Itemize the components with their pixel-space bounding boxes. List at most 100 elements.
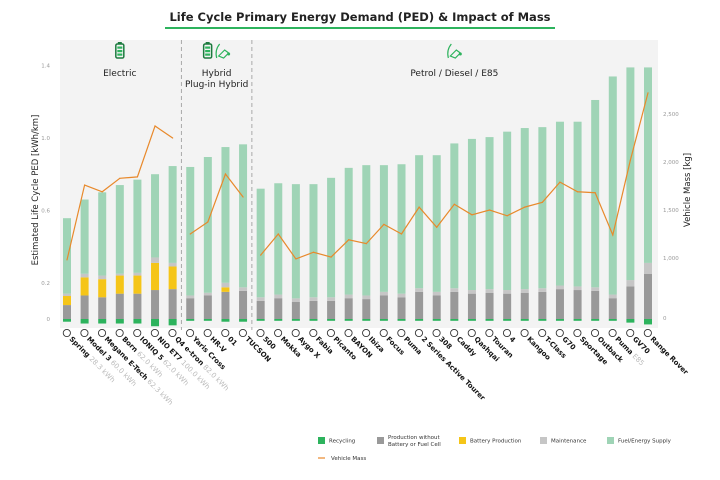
battery-cell (117, 46, 123, 49)
bar-maintenance (362, 295, 371, 300)
battery-fuel-icon (202, 42, 231, 59)
bar-maintenance (485, 289, 494, 293)
group-label-1: Hybrid (202, 69, 232, 79)
group-sublabel-1: Plug-in Hybrid (185, 80, 248, 90)
bar-fuel-energy-supply (327, 177, 336, 298)
category-label: Range Rover (643, 328, 690, 377)
brand-logo-icon (555, 328, 564, 338)
brand-logo-icon (502, 328, 512, 338)
bar-recycling (115, 319, 124, 324)
bar-recycling (626, 319, 635, 323)
bar-fuel-energy-supply (203, 157, 212, 293)
bar-recycling (608, 319, 617, 321)
bar-recycling (133, 319, 142, 324)
bar-maintenance (133, 272, 142, 276)
bar-production-without-battery-or-fuel-cell (186, 298, 195, 319)
fuel-drop (458, 52, 462, 56)
bar-production-without-battery-or-fuel-cell (80, 295, 89, 319)
bar-production-without-battery-or-fuel-cell (450, 291, 459, 319)
vehicle-mass-point (541, 201, 543, 203)
bar-maintenance (415, 288, 424, 292)
vehicle-mass-point (453, 203, 455, 205)
vehicle-mass-point (189, 233, 191, 235)
brand-logo-icon (590, 328, 600, 338)
vehicle-mass-point (101, 191, 103, 193)
bar-maintenance (379, 291, 388, 296)
bar-fuel-energy-supply (291, 184, 300, 299)
vehicle-mass-point (436, 226, 438, 228)
brand-logo-icon (520, 328, 529, 338)
plot-background (60, 40, 658, 328)
bar-production-without-battery-or-fuel-cell (63, 305, 71, 319)
group-label-0: Electric (103, 69, 136, 79)
battery-cell (205, 53, 211, 56)
category-note: 62.3 kWh (144, 376, 175, 407)
legend-swatch (459, 437, 466, 444)
brand-logo-icon (362, 328, 371, 338)
bar-maintenance (450, 288, 459, 292)
chart-title-text: Life Cycle Primary Energy Demand (PED) &… (165, 10, 555, 29)
bar-fuel-energy-supply (626, 67, 635, 281)
brand-logo-icon (115, 328, 124, 338)
bar-fuel-energy-supply (133, 179, 142, 273)
bar-fuel-energy-supply (274, 183, 283, 295)
brand-logo-icon (274, 328, 283, 338)
y2-tick-label: 2,500 (663, 112, 679, 118)
bar-production-without-battery-or-fuel-cell (256, 300, 265, 319)
fuel-drop (227, 52, 231, 56)
bar-recycling (98, 319, 107, 324)
vehicle-mass-point (365, 243, 367, 245)
bar-recycling (467, 319, 476, 321)
bar-maintenance (573, 286, 582, 291)
bar-fuel-energy-supply (98, 192, 107, 276)
bar-maintenance (608, 294, 617, 299)
bar-production-without-battery-or-fuel-cell (133, 293, 142, 319)
brand-logo-icon (414, 328, 423, 338)
vehicle-mass-line (189, 172, 244, 235)
bar-recycling (186, 319, 195, 321)
category-name: 4 (508, 335, 517, 344)
y2-tick-label: 1,500 (663, 208, 679, 214)
bar-production-without-battery-or-fuel-cell (467, 293, 476, 319)
bar-recycling (274, 319, 283, 321)
brand-logo-icon (291, 328, 300, 338)
bar-fuel-energy-supply (309, 184, 318, 298)
bar-fuel-energy-supply (168, 166, 177, 263)
bar-recycling (591, 319, 600, 321)
category-label: 4 (502, 328, 517, 344)
bar-maintenance (186, 295, 195, 299)
battery-cell (205, 50, 211, 53)
bar-fuel-energy-supply (520, 128, 529, 290)
bar-maintenance (591, 287, 600, 291)
vehicle-mass-point (383, 223, 385, 225)
bar-maintenance (538, 288, 547, 292)
bar-battery-production (98, 279, 107, 298)
legend-swatch (377, 437, 384, 444)
brand-logo-icon (450, 328, 459, 338)
bar-production-without-battery-or-fuel-cell (432, 295, 441, 319)
bar-battery-production (80, 277, 89, 296)
bar-maintenance (397, 293, 406, 298)
bar-production-without-battery-or-fuel-cell (538, 291, 547, 319)
bar-production-without-battery-or-fuel-cell (291, 301, 300, 319)
bar-fuel-energy-supply (80, 199, 89, 274)
vehicle-mass-point (559, 181, 561, 183)
bar-maintenance (344, 294, 353, 299)
y-tick-label: 0.6 (41, 208, 50, 214)
bar-maintenance (291, 298, 300, 302)
bar-recycling (203, 319, 212, 321)
brand-logo-icon (256, 328, 265, 338)
brand-logo-icon (309, 328, 318, 338)
bar-fuel-energy-supply (256, 188, 265, 298)
bar-battery-production (115, 275, 124, 294)
bar-recycling (485, 319, 494, 321)
bar-fuel-energy-supply (432, 155, 441, 292)
bar-production-without-battery-or-fuel-cell (98, 297, 107, 319)
bar-fuel-energy-supply (538, 127, 547, 289)
bar-recycling (520, 319, 529, 321)
bar-recycling (168, 319, 177, 326)
brand-logo-icon (397, 328, 406, 338)
y-tick-label: 1.0 (41, 136, 50, 142)
vehicle-mass-point (576, 191, 579, 193)
vehicle-mass-point (647, 92, 649, 94)
